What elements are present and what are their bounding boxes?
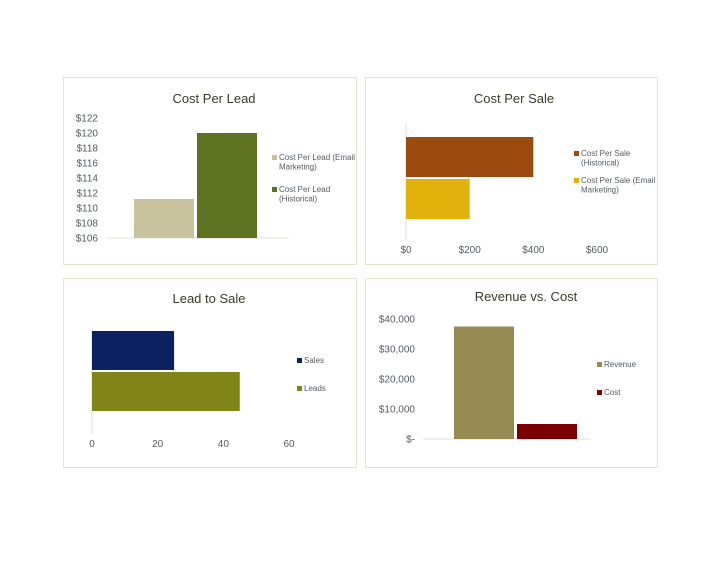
legend-swatch [272, 187, 277, 192]
y-tick-label: $10,000 [379, 405, 416, 416]
x-tick-label: 20 [152, 439, 164, 450]
y-tick-label: $120 [76, 129, 99, 140]
legend-label: Cost [604, 388, 621, 397]
legend-label: Marketing) [581, 186, 619, 195]
y-tick-label: $108 [76, 219, 99, 230]
legend-label: Cost Per Sale [581, 149, 631, 158]
legend-label: Cost Per Sale (Email [581, 176, 655, 185]
y-tick-label: $20,000 [379, 375, 416, 386]
bar [197, 133, 257, 238]
chart-panel-lead-to-sale: Lead to Sale 0 20 40 60 Sales Leads [63, 278, 357, 468]
legend-swatch [597, 390, 602, 395]
x-tick-label: 0 [89, 439, 95, 450]
legend-label: Marketing) [279, 163, 317, 172]
bar [454, 326, 514, 439]
bar [517, 424, 577, 439]
y-tick-label: $- [406, 435, 415, 446]
chart-panel-cost-per-lead: Cost Per Lead $106 $108 $110 $112 $114 $116 $11… [63, 77, 357, 265]
chart-panel-revenue-vs-cost: Revenue vs. Cost $- $10,000 $20,000 $30,000 $… [365, 278, 658, 468]
chart-cost-per-lead: Cost Per Lead $106 $108 $110 $112 $114 $116 $11… [76, 91, 356, 245]
legend-swatch [297, 386, 302, 391]
x-tick-label: $600 [586, 245, 609, 256]
x-tick-label: $200 [459, 245, 482, 256]
legend-label: Sales [304, 356, 324, 365]
legend-swatch [574, 151, 579, 156]
legend-swatch [574, 178, 579, 183]
chart-title: Cost Per Sale [474, 91, 554, 106]
bar [406, 137, 534, 177]
y-tick-label: $110 [76, 204, 98, 215]
legend-swatch [597, 362, 602, 367]
y-tick-label: $122 [76, 114, 99, 125]
chart-title: Cost Per Lead [172, 91, 255, 106]
x-tick-label: $400 [522, 245, 545, 256]
legend-swatch [272, 155, 277, 160]
legend-label: (Historical) [581, 159, 620, 168]
y-tick-label: $30,000 [379, 345, 416, 356]
x-tick-label: $0 [400, 245, 412, 256]
x-tick-label: 60 [283, 439, 295, 450]
y-tick-label: $116 [76, 159, 98, 170]
chart-title: Lead to Sale [172, 291, 245, 306]
chart-title: Revenue vs. Cost [475, 289, 578, 304]
x-tick-label: 40 [218, 439, 230, 450]
bar [134, 199, 194, 238]
legend-label: Leads [304, 384, 326, 393]
legend-label: Cost Per Lead [279, 185, 330, 194]
legend-label: (Historical) [279, 195, 318, 204]
bar [92, 372, 240, 411]
y-tick-label: $118 [76, 144, 98, 155]
legend-label: Cost Per Lead (Email [279, 153, 355, 162]
chart-cost-per-sale: Cost Per Sale $0 $200 $400 $600 Cost Per Sale… [400, 91, 655, 256]
chart-lead-to-sale: Lead to Sale 0 20 40 60 Sales Leads [89, 291, 326, 450]
legend-label: Revenue [604, 360, 637, 369]
y-tick-label: $40,000 [379, 315, 416, 326]
chart-panel-cost-per-sale: Cost Per Sale $0 $200 $400 $600 Cost Per Sale… [365, 77, 658, 265]
chart-revenue-vs-cost: Revenue vs. Cost $- $10,000 $20,000 $30,000 $… [379, 289, 637, 446]
legend-swatch [297, 358, 302, 363]
y-tick-label: $106 [76, 234, 99, 245]
bar [406, 179, 470, 219]
y-tick-label: $114 [76, 174, 98, 185]
bar [92, 331, 175, 370]
y-tick-label: $112 [76, 189, 98, 200]
